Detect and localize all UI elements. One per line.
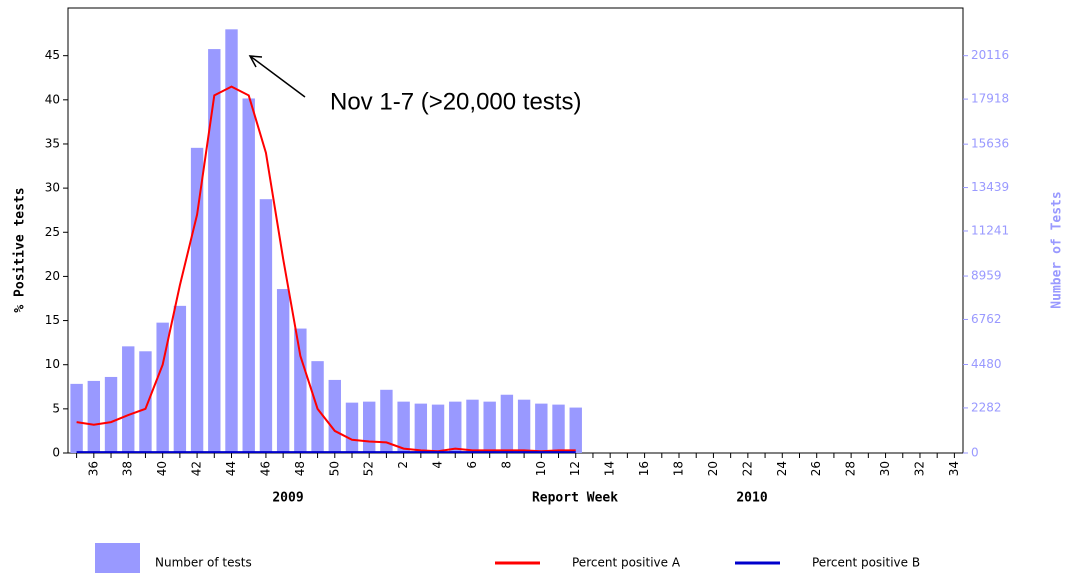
- x-tick-label: 36: [86, 461, 100, 476]
- bar: [139, 351, 152, 453]
- x-tick-label: 28: [844, 461, 858, 476]
- bar: [225, 29, 238, 454]
- x-tick-label: 6: [465, 461, 479, 469]
- bar: [190, 147, 204, 453]
- legend-label: Percent positive A: [572, 556, 681, 570]
- bar: [552, 404, 565, 453]
- bar: [242, 98, 255, 453]
- bar: [449, 401, 462, 453]
- y2-tick-label: 4480: [971, 357, 1002, 371]
- year-label: 2009: [272, 491, 303, 506]
- bar: [259, 199, 273, 453]
- line: [76, 85, 576, 453]
- bar: [466, 399, 479, 453]
- y2-tick-label: 8959: [971, 269, 1002, 283]
- bar: [276, 289, 290, 453]
- bar: [328, 379, 341, 453]
- x-tick-label: 26: [809, 461, 823, 476]
- y2-tick-label: 15636: [971, 137, 1009, 151]
- x-tick-label: 52: [362, 461, 376, 476]
- bar: [569, 407, 582, 453]
- y2-tick-label: 0: [971, 446, 979, 460]
- x-tick-label: 48: [293, 461, 307, 476]
- x-tick-label: 30: [878, 461, 892, 476]
- x-tick-label: 12: [568, 461, 582, 476]
- y2-tick-label: 20116: [971, 48, 1009, 62]
- x-tick-label: 18: [672, 461, 686, 476]
- bar: [87, 380, 101, 453]
- x-tick-label: 42: [190, 461, 204, 476]
- x-tick-label: 16: [637, 461, 651, 476]
- y2-tick-label: 2282: [971, 400, 1002, 414]
- y-tick-label: 15: [45, 313, 60, 327]
- y-tick-label: 35: [45, 136, 60, 150]
- legend-label: Number of tests: [155, 556, 252, 570]
- x-tick-label: 40: [155, 461, 169, 476]
- x-axis-label: Report Week: [532, 491, 618, 506]
- y-tick-label: 5: [52, 401, 60, 415]
- y-tick-label: 30: [45, 181, 60, 195]
- x-tick-label: 44: [224, 461, 238, 476]
- y-tick-label: 40: [45, 92, 60, 106]
- y-axis-label: % Positive tests: [13, 187, 28, 312]
- bar: [397, 401, 410, 453]
- y2-tick-label: 11241: [971, 223, 1009, 237]
- y-tick-label: 10: [45, 357, 60, 371]
- bar: [431, 404, 445, 453]
- x-tick-label: 24: [775, 461, 789, 476]
- bar: [173, 305, 187, 453]
- x-tick-label: 20: [706, 461, 720, 476]
- legend-label: Percent positive B: [812, 556, 920, 570]
- x-tick-label: 4: [431, 461, 445, 469]
- bar: [380, 389, 393, 453]
- x-tick-label: 32: [912, 461, 926, 476]
- y2-tick-label: 17918: [971, 92, 1009, 106]
- x-tick-label: 34: [947, 461, 961, 476]
- bar: [535, 403, 548, 453]
- bar: [294, 328, 307, 453]
- bar: [500, 394, 514, 453]
- y-tick-label: 25: [45, 225, 60, 239]
- y2-tick-label: 6762: [971, 312, 1002, 326]
- x-tick-label: 10: [534, 461, 548, 476]
- x-tick-label: 38: [121, 461, 135, 476]
- x-tick-label: 22: [740, 461, 754, 476]
- bar: [122, 346, 135, 453]
- bar: [345, 402, 359, 453]
- y-tick-label: 0: [52, 446, 60, 460]
- annotation-arrow: [249, 55, 306, 98]
- bar: [517, 399, 531, 453]
- y-tick-label: 20: [45, 269, 60, 283]
- x-tick-label: 8: [499, 461, 513, 469]
- annotation: Nov 1-7 (>20,000 tests): [330, 88, 581, 115]
- y2-tick-label: 13439: [971, 180, 1009, 194]
- bar: [363, 401, 376, 453]
- bar: [104, 376, 118, 453]
- x-tick-label: 14: [603, 461, 617, 476]
- year-label: 2010: [736, 491, 767, 506]
- bar: [483, 401, 496, 453]
- annotation-arrowhead: [248, 55, 263, 68]
- x-tick-label: 50: [327, 461, 341, 476]
- bar: [70, 383, 83, 453]
- y-tick-label: 45: [45, 48, 60, 62]
- x-tick-label: 46: [258, 461, 272, 476]
- bar: [414, 403, 428, 453]
- bar: [156, 322, 169, 453]
- legend-swatch: [95, 543, 140, 573]
- bar: [208, 49, 221, 453]
- x-tick-label: 2: [396, 461, 410, 469]
- y2-axis-label: Number of Tests: [1050, 191, 1065, 308]
